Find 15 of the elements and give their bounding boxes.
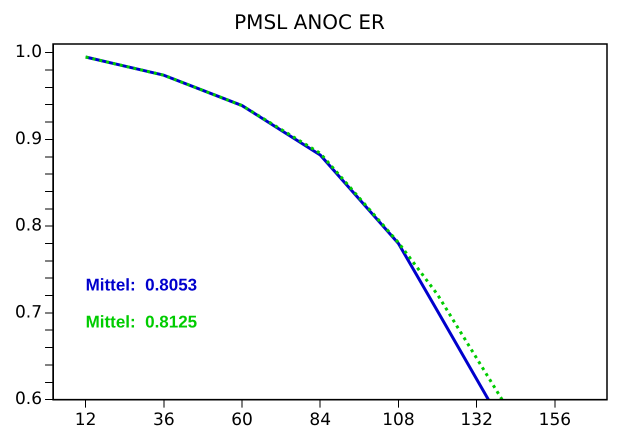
annotation: Mittel: 0.8053 — [86, 275, 198, 294]
x-tick-label: 84 — [309, 410, 332, 430]
x-tick-label: 132 — [460, 410, 493, 430]
x-tick-label: 36 — [153, 410, 175, 430]
y-tick-label: 1.0 — [14, 42, 42, 62]
x-tick-label: 60 — [231, 410, 253, 430]
chart-title: PMSL ANOC ER — [234, 10, 385, 34]
y-tick-label: 0.9 — [14, 128, 42, 149]
y-tick-label: 0.7 — [14, 302, 42, 322]
y-tick-label: 0.8 — [14, 216, 42, 236]
x-tick-label: 12 — [74, 410, 96, 430]
x-tick-label: 108 — [382, 410, 415, 430]
x-tick-label: 156 — [538, 410, 572, 430]
annotation: Mittel: 0.8125 — [86, 312, 198, 332]
y-tick-label: 0.6 — [14, 389, 42, 410]
